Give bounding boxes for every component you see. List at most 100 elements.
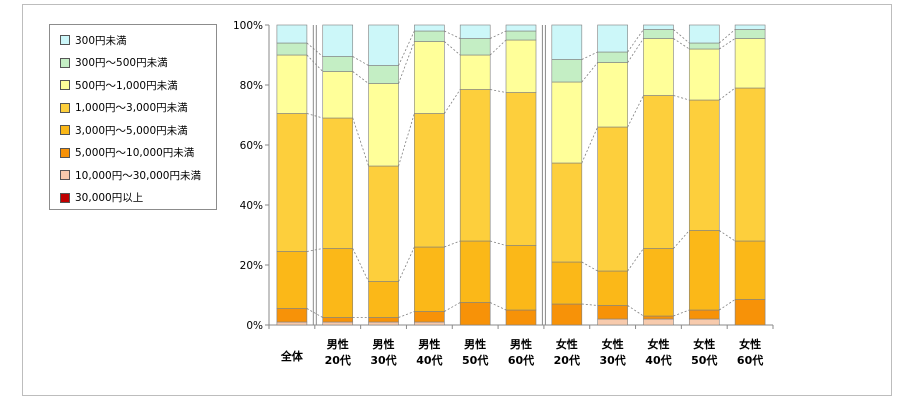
bar-segment [643,24,674,30]
bar-segment [414,321,445,326]
bar-segment [643,318,674,326]
series-line [398,41,415,84]
legend-label: 300円～500円未満 [75,57,168,69]
series-line [581,62,598,83]
bar-segment [505,309,537,326]
series-line [673,95,690,101]
bar-segment [459,302,491,326]
bar-segment [551,81,583,164]
series-line [352,56,369,66]
series-line [627,305,644,317]
bar-segment [505,24,537,32]
bar-segment [597,51,628,63]
y-tick-label: 0% [246,320,263,332]
bar-segment [459,24,491,39]
legend-item: 30,000円以上 [60,191,143,205]
bar-segment [734,299,766,326]
bar-segment [688,99,720,231]
series-line [719,87,736,101]
bar-segment [734,38,766,89]
series-line [673,38,690,50]
bar-segment [368,65,399,84]
legend-label: 30,000円以上 [75,192,144,204]
series-line [490,89,507,93]
bar-segment [643,315,674,320]
legend-label: 300円未満 [75,34,127,47]
series-line [673,230,690,249]
bar-segment [322,248,354,318]
series-line [719,29,736,44]
bar-segment [276,42,308,56]
x-tick-label-age: 40代 [645,353,671,367]
bar-segment [322,71,354,119]
bar-segment [276,308,308,323]
series-line [719,230,736,242]
x-tick-label-group: 男性 [418,337,440,351]
bar-segment [368,83,399,167]
x-tick-label-age: 60代 [737,353,763,367]
series-line [673,29,690,44]
bar-segment [505,39,537,93]
legend-label: 3,000円～5,000円未満 [75,124,188,137]
bar-segment [368,165,399,282]
legend-item: 3,000円～5,000円未満 [60,123,188,137]
bar-segment [597,62,628,128]
x-tick-label-age: 40代 [416,353,442,367]
bar-segment [688,318,720,326]
bar-segment [368,24,399,66]
bar-segment [276,24,308,44]
bar-segment [459,54,491,90]
legend-swatch [60,170,70,180]
bar-segment [276,321,308,326]
bar-segment [322,317,354,323]
series-line [490,240,507,246]
series-line [627,38,644,63]
series-line [719,38,736,50]
bar-segment [688,230,720,311]
bar-segment [688,42,720,50]
x-tick-label-age: 50代 [691,353,717,367]
series-line [627,248,644,272]
series-line [306,42,323,57]
bar-segment [551,59,583,83]
series-line [444,89,461,114]
x-tick-label-group: 男性 [510,337,532,351]
series-line [306,54,324,72]
legend-item: 500円～1,000円未満 [60,78,178,92]
bar-segment [505,245,537,311]
legend-swatch [60,147,70,158]
bar-segment [414,311,445,323]
series-line [352,117,369,167]
legend-swatch [60,192,70,203]
series-line [490,30,507,39]
y-tick-label: 60% [240,140,263,152]
series-line [352,248,369,282]
bar-segment [597,305,628,320]
series-line [444,240,461,248]
bar-segment [505,92,537,246]
legend-swatch [60,57,70,68]
y-tick-label: 80% [240,80,263,92]
bar-segment [734,24,766,30]
bar-segment [597,318,628,326]
legend-item: 1,000円～3,000円未満 [60,101,188,115]
legend-label: 5,000円～10,000円未満 [75,147,195,159]
bar-segment [459,38,491,56]
bar-segment [459,89,491,242]
bar-segment [734,240,766,300]
bar-segment [368,281,399,318]
legend-item: 300円～500円未満 [60,56,168,70]
x-tick-label-age: 60代 [508,353,534,367]
series-line [581,303,598,306]
bar-segment [505,30,537,41]
series-line [444,30,461,39]
series-line [444,302,461,312]
legend-label: 1,000円～3,000円未満 [75,102,188,114]
bar-segment [414,24,445,32]
y-tick-label: 100% [233,20,263,32]
x-tick-label-group: 女性 [693,337,715,351]
bar-segment [368,321,399,326]
x-tick-label-group: 女性 [739,337,761,351]
bar-segment [688,309,720,320]
